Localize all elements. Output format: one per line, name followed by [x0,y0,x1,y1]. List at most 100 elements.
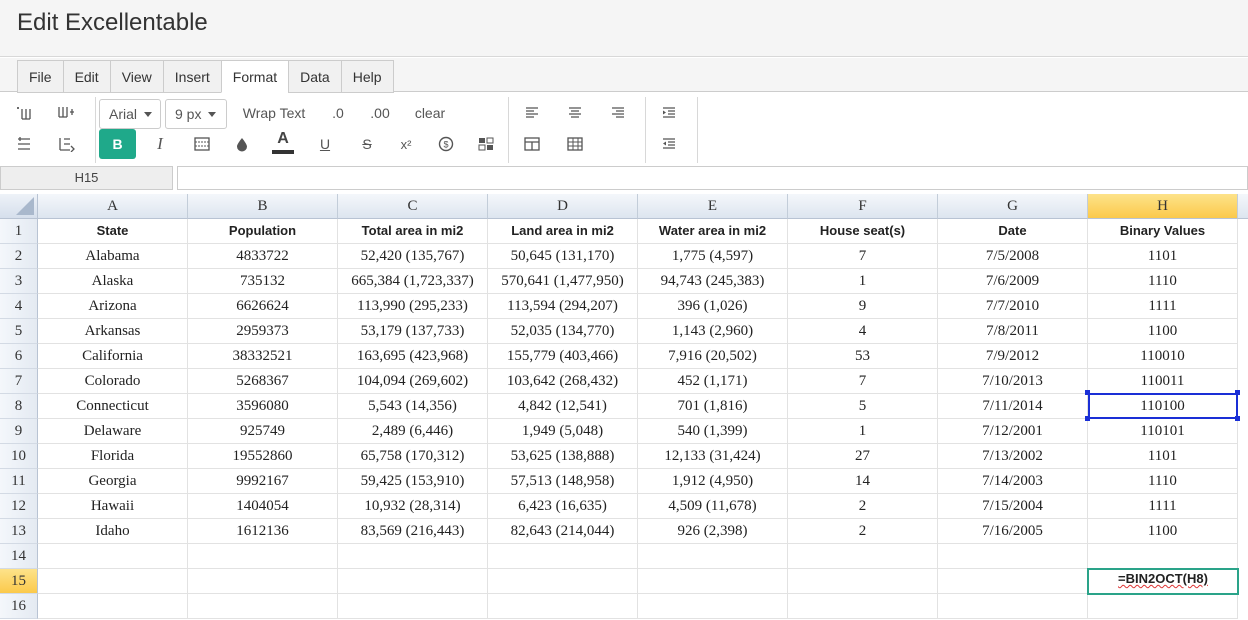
column-header-e[interactable]: E [638,194,788,219]
cell-c11[interactable]: 59,425 (153,910) [338,469,488,494]
cell-c16[interactable] [338,594,488,619]
cell-f6[interactable]: 53 [788,344,938,369]
cell-h16[interactable] [1088,594,1238,619]
select-all-corner[interactable] [0,194,38,219]
cell-d9[interactable]: 1,949 (5,048) [488,419,638,444]
cell-d4[interactable]: 113,594 (294,207) [488,294,638,319]
row-header-7[interactable]: 7 [0,369,38,394]
currency-icon[interactable]: $ [434,130,458,158]
cell-e14[interactable] [638,544,788,569]
menu-view[interactable]: View [109,60,163,93]
cell-c4[interactable]: 113,990 (295,233) [338,294,488,319]
cell-d10[interactable]: 53,625 (138,888) [488,444,638,469]
cell-e16[interactable] [638,594,788,619]
strikethrough-button[interactable]: S [362,136,372,152]
cell-h3[interactable]: 1110 [1088,269,1238,294]
cell-a3[interactable]: Alaska [38,269,188,294]
cell-e1[interactable]: Water area in mi2 [638,219,788,244]
row-header-12[interactable]: 12 [0,494,38,519]
indent-decrease-icon[interactable] [657,130,681,158]
selection-handle[interactable] [1235,416,1240,421]
cell-c13[interactable]: 83,569 (216,443) [338,519,488,544]
selection-handle[interactable] [1235,390,1240,395]
cell-g3[interactable]: 7/6/2009 [938,269,1088,294]
cell-e12[interactable]: 4,509 (11,678) [638,494,788,519]
cell-g1[interactable]: Date [938,219,1088,244]
cell-h4[interactable]: 1111 [1088,294,1238,319]
cell-f9[interactable]: 1 [788,419,938,444]
cell-a5[interactable]: Arkansas [38,319,188,344]
menu-edit[interactable]: Edit [62,60,110,93]
cell-b12[interactable]: 1404054 [188,494,338,519]
column-header-f[interactable]: F [788,194,938,219]
cell-a10[interactable]: Florida [38,444,188,469]
indent-increase-icon[interactable] [657,99,681,127]
cell-c9[interactable]: 2,489 (6,446) [338,419,488,444]
cell-d6[interactable]: 155,779 (403,466) [488,344,638,369]
cell-d8[interactable]: 4,842 (12,541) [488,394,638,419]
cell-b4[interactable]: 6626624 [188,294,338,319]
cell-e2[interactable]: 1,775 (4,597) [638,244,788,269]
cell-g11[interactable]: 7/14/2003 [938,469,1088,494]
cell-a4[interactable]: Arizona [38,294,188,319]
formula-input[interactable] [177,166,1248,190]
cell-editor-input[interactable]: =BIN2OCT(H8) [1087,568,1239,595]
row-header-6[interactable]: 6 [0,344,38,369]
cell-g14[interactable] [938,544,1088,569]
cell-e10[interactable]: 12,133 (31,424) [638,444,788,469]
cell-c3[interactable]: 665,384 (1,723,337) [338,269,488,294]
cell-d12[interactable]: 6,423 (16,635) [488,494,638,519]
cell-h11[interactable]: 1110 [1088,469,1238,494]
superscript-button[interactable]: x² [400,136,412,152]
cell-c7[interactable]: 104,094 (269,602) [338,369,488,394]
column-header-h[interactable]: H [1088,194,1238,219]
cell-h1[interactable]: Binary Values [1088,219,1238,244]
cell-d14[interactable] [488,544,638,569]
cell-g9[interactable]: 7/12/2001 [938,419,1088,444]
align-left-icon[interactable] [520,99,544,127]
cell-f14[interactable] [788,544,938,569]
row-header-1[interactable]: 1 [0,219,38,244]
cell-c10[interactable]: 65,758 (170,312) [338,444,488,469]
cell-c14[interactable] [338,544,488,569]
cell-f3[interactable]: 1 [788,269,938,294]
cell-e11[interactable]: 1,912 (4,950) [638,469,788,494]
cell-a14[interactable] [38,544,188,569]
font-family-select[interactable]: Arial [99,99,161,129]
cell-f12[interactable]: 2 [788,494,938,519]
insert-row-above-icon[interactable] [12,99,38,127]
cell-g6[interactable]: 7/9/2012 [938,344,1088,369]
cell-h9[interactable]: 110101 [1088,419,1238,444]
cell-b3[interactable]: 735132 [188,269,338,294]
delete-row-icon[interactable] [12,130,38,158]
cell-a16[interactable] [38,594,188,619]
cell-f2[interactable]: 7 [788,244,938,269]
cell-b7[interactable]: 5268367 [188,369,338,394]
cell-a11[interactable]: Georgia [38,469,188,494]
decrease-decimal-button[interactable]: .0 [332,105,344,121]
row-header-4[interactable]: 4 [0,294,38,319]
cell-b6[interactable]: 38332521 [188,344,338,369]
menu-format[interactable]: Format [220,60,289,93]
row-header-9[interactable]: 9 [0,419,38,444]
cell-f8[interactable]: 5 [788,394,938,419]
cell-b13[interactable]: 1612136 [188,519,338,544]
cell-h10[interactable]: 1101 [1088,444,1238,469]
row-header-11[interactable]: 11 [0,469,38,494]
cell-c12[interactable]: 10,932 (28,314) [338,494,488,519]
cell-b1[interactable]: Population [188,219,338,244]
cell-b10[interactable]: 19552860 [188,444,338,469]
clear-format-button[interactable]: clear [414,105,446,121]
bold-button[interactable]: B [99,129,136,159]
increase-decimal-button[interactable]: .00 [370,105,390,121]
cell-b16[interactable] [188,594,338,619]
align-right-icon[interactable] [606,99,630,127]
conditional-format-icon[interactable] [474,130,498,158]
cell-f1[interactable]: House seat(s) [788,219,938,244]
italic-button[interactable]: I [157,134,163,153]
cell-g2[interactable]: 7/5/2008 [938,244,1088,269]
cell-g16[interactable] [938,594,1088,619]
cell-b5[interactable]: 2959373 [188,319,338,344]
cell-a7[interactable]: Colorado [38,369,188,394]
cell-g12[interactable]: 7/15/2004 [938,494,1088,519]
